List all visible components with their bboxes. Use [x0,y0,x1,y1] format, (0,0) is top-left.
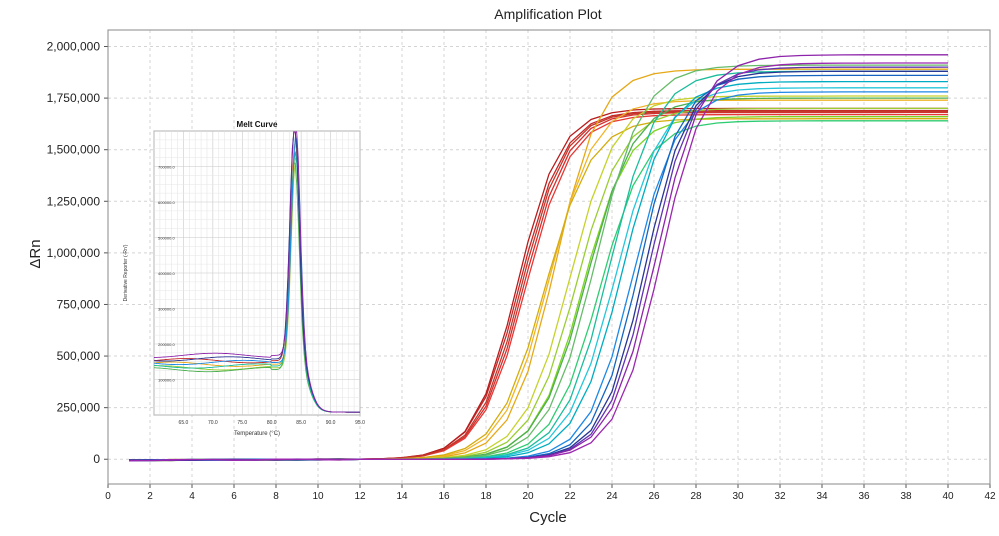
inset-y-tick-label: 100000.0 [158,378,175,383]
inset-x-tick-label: 75.0 [237,420,247,426]
x-tick-label: 10 [312,491,324,502]
y-tick-label: 250,000 [57,401,101,415]
x-tick-label: 6 [231,491,237,502]
inset-series-line [153,131,360,413]
melt-curve-inset: 65.0 70.0 75.0 80.0 85.0 90.0 95.0 100000.0 2000… [123,120,365,437]
inset-y-label: Derivative Reporter (-Rn') [123,244,129,301]
inset-title: Melt Curve [237,120,278,129]
x-tick-label: 26 [648,491,660,502]
x-tick-label: 14 [396,491,408,502]
x-tick-label: 42 [984,491,996,502]
y-tick-label: 1,000,000 [47,246,101,260]
y-tick-label: 2,000,000 [47,40,101,54]
chart-title: Amplification Plot [494,6,601,22]
x-tick-label: 30 [732,491,744,502]
inset-x-tick-label: 85.0 [296,420,306,426]
inset-x-tick-label: 95.0 [355,420,365,426]
inset-y-tick-label: 300000.0 [158,307,175,312]
y-tick-label: 1,250,000 [47,194,101,208]
series-lines [128,54,949,462]
inset-x-tick-label: 65.0 [179,420,189,426]
x-tick-label: 24 [606,491,618,502]
x-axis-label: Cycle [529,509,567,526]
plot-axes: 0 2 4 6 8 10 12 14 16 18 20 22 24 26 28 30 32 34 36 38 40 420… [47,29,996,502]
y-axis-label: ΔRn [27,239,44,268]
x-tick-label: 40 [942,491,954,502]
inset-y-tick-label: 700000.0 [158,165,175,170]
x-tick-label: 22 [564,491,576,502]
x-tick-label: 2 [147,491,153,502]
inset-y-tick-label: 200000.0 [158,342,175,347]
x-tick-label: 4 [189,491,195,502]
inset-x-tick-label: 70.0 [208,420,218,426]
inset-x-tick-label: 80.0 [267,420,277,426]
inset-y-tick-label: 600000.0 [158,200,175,205]
x-tick-label: 32 [774,491,786,502]
x-tick-label: 16 [438,491,450,502]
x-tick-label: 18 [480,491,492,502]
x-tick-label: 36 [858,491,870,502]
x-tick-label: 8 [273,491,279,502]
x-tick-label: 28 [690,491,702,502]
inset-x-tick-label: 90.0 [326,420,336,426]
y-tick-label: 1,750,000 [47,91,101,105]
y-tick-label: 0 [93,452,100,466]
plot-frame [107,29,991,485]
x-tick-label: 34 [816,491,828,502]
inset-y-tick-label: 400000.0 [158,271,175,276]
x-tick-label: 38 [900,491,912,502]
y-tick-label: 500,000 [57,349,101,363]
inset-y-tick-label: 500000.0 [158,236,175,241]
series-line [128,62,948,462]
y-tick-label: 1,500,000 [47,143,101,157]
x-tick-label: 0 [105,491,111,502]
inset-x-label: Temperature (°C) [234,431,280,437]
x-tick-label: 20 [522,491,534,502]
x-tick-label: 12 [354,491,366,502]
y-tick-label: 750,000 [57,297,101,311]
